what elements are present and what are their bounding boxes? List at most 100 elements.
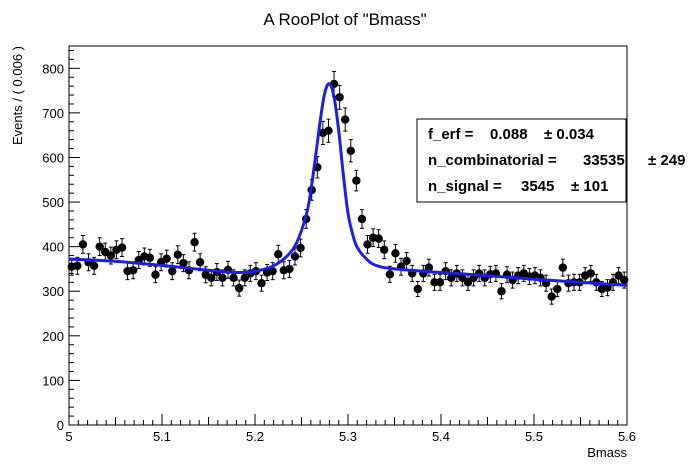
x-axis-ticks [68,414,628,425]
data-point [603,279,612,297]
data-marker [179,258,188,268]
data-marker [586,269,595,278]
data-marker [547,292,556,301]
data-point [218,269,227,287]
data-marker [424,263,434,272]
data-point [363,235,372,254]
y-tick-label: 400 [42,240,64,255]
data-marker [95,242,104,251]
param-error: ± 249 [648,152,685,169]
param-name: f_erf = [428,126,474,143]
data-marker [458,273,467,283]
data-point [435,273,445,291]
x-tick-label: 5.6 [618,429,636,444]
data-point [547,288,556,305]
data-marker [352,176,361,185]
data-marker [173,250,183,259]
fit-parameters-box: f_erf = 0.088 ± 0.034 n_combinatorial = … [416,118,685,203]
data-point [257,274,266,292]
data-marker [402,256,411,266]
x-tick-label: 5.2 [246,429,264,444]
x-tick-label: 5.4 [432,429,450,444]
data-point [106,246,116,265]
data-marker [73,261,82,271]
data-point [424,258,434,277]
data-marker [162,254,171,263]
data-point [558,258,568,277]
y-axis-ticks [69,49,80,426]
data-point [458,269,467,287]
y-tick-label: 600 [42,150,64,165]
data-marker [285,264,294,274]
data-marker [229,273,238,283]
data-marker [363,240,372,249]
data-marker [190,237,199,247]
data-marker [324,126,333,135]
data-marker [151,270,160,279]
data-point [296,238,305,258]
y-tick-label: 0 [57,418,64,433]
x-tick-label: 5.1 [153,429,171,444]
data-point [285,259,294,278]
data-point [391,243,400,263]
data-marker [234,283,244,293]
data-point [497,283,506,300]
data-marker [346,146,355,155]
data-marker [385,270,395,279]
data-marker [89,261,99,271]
data-point [268,262,277,281]
y-tick-label: 200 [42,329,64,344]
data-marker [391,249,400,258]
data-marker [218,273,227,283]
data-marker [78,240,88,249]
y-axis-tick-labels: 0 100 200 300 400 500 600 700 800 [42,61,64,433]
data-point [357,209,367,229]
data-marker [497,287,506,296]
data-marker [207,273,216,283]
data-point [134,251,143,269]
data-marker [128,266,138,275]
data-marker [257,279,266,288]
y-tick-label: 300 [42,284,64,299]
data-marker [341,115,350,124]
data-marker [290,252,300,261]
data-point [586,264,595,282]
fit-curve [68,82,628,287]
data-marker [335,93,344,102]
param-value: 0.088 [490,126,528,143]
data-marker [447,273,456,283]
x-tick-label: 5.3 [339,429,357,444]
x-tick-label: 5.5 [525,429,543,444]
data-point [117,238,127,257]
data-marker [168,266,177,276]
data-marker [296,243,305,253]
param-value: 3545 [521,178,554,195]
data-marker [374,234,383,243]
y-axis-title: Events / ( 0.006 ) [10,46,25,145]
data-point [413,280,422,298]
data-marker [240,273,249,283]
data-point [402,251,411,270]
y-tick-label: 700 [42,106,64,121]
y-tick-label: 500 [42,195,64,210]
data-point [380,240,389,260]
data-marker [274,250,283,259]
data-marker [463,278,473,287]
data-point [335,84,344,110]
param-error: ± 0.034 [544,126,595,143]
y-tick-label: 100 [42,373,64,388]
data-marker [620,275,629,285]
data-point [290,247,300,266]
data-point [190,232,199,252]
param-value: 33535 [583,152,625,169]
data-marker [413,284,422,294]
data-point [234,279,244,297]
data-point [374,229,383,249]
chart-title: A RooPlot of "Bmass" [263,10,426,29]
data-point [151,266,160,284]
param-error: ± 101 [571,178,608,195]
x-axis-tick-labels: 5 5.1 5.2 5.3 5.4 5.5 5.6 [65,429,636,444]
data-point [78,235,88,254]
